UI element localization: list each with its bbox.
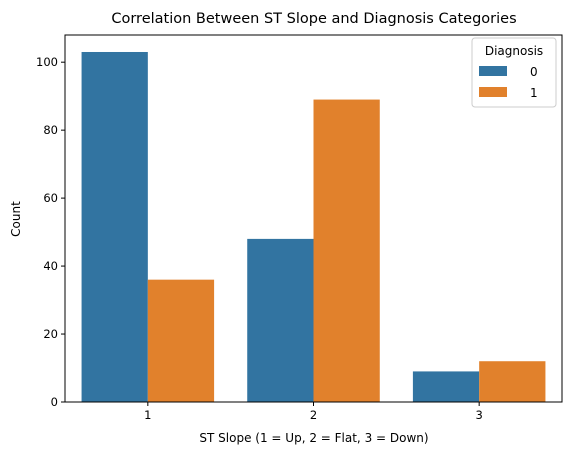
legend-label-1: 1: [530, 86, 538, 100]
legend-swatch-1: [479, 87, 507, 97]
x-axis: 1 2 3: [144, 402, 483, 422]
bar-series-1-cat-3: [479, 361, 546, 402]
plot-area: 0 20 40 60 80 100 1 2 3: [36, 34, 563, 422]
legend: Diagnosis 0 1: [471, 37, 557, 108]
bar-series-1-cat-1: [147, 279, 215, 402]
legend-label-0: 0: [530, 65, 538, 79]
bar-series-0-cat-2: [247, 238, 314, 402]
y-axis-label: Count: [9, 201, 23, 237]
y-tick-label: 0: [51, 395, 58, 409]
bar-series-0-cat-3: [412, 371, 480, 402]
legend-title: Diagnosis: [485, 44, 543, 58]
bar-series-0-cat-1: [81, 51, 148, 402]
y-tick-label: 20: [43, 327, 58, 341]
y-tick-label: 80: [43, 123, 58, 137]
x-tick-label: 1: [144, 408, 151, 422]
bar-series-1-cat-2: [313, 99, 380, 402]
y-tick-label: 40: [43, 259, 58, 273]
x-axis-label: ST Slope (1 = Up, 2 = Flat, 3 = Down): [199, 431, 428, 445]
legend-swatch-0: [479, 66, 507, 76]
chart-title: Correlation Between ST Slope and Diagnos…: [111, 11, 516, 27]
x-tick-label: 3: [476, 408, 483, 422]
y-axis: 0 20 40 60 80 100: [36, 55, 65, 409]
y-tick-label: 100: [36, 55, 58, 69]
bars: [81, 51, 546, 402]
y-tick-label: 60: [43, 191, 58, 205]
x-tick-label: 2: [310, 408, 317, 422]
